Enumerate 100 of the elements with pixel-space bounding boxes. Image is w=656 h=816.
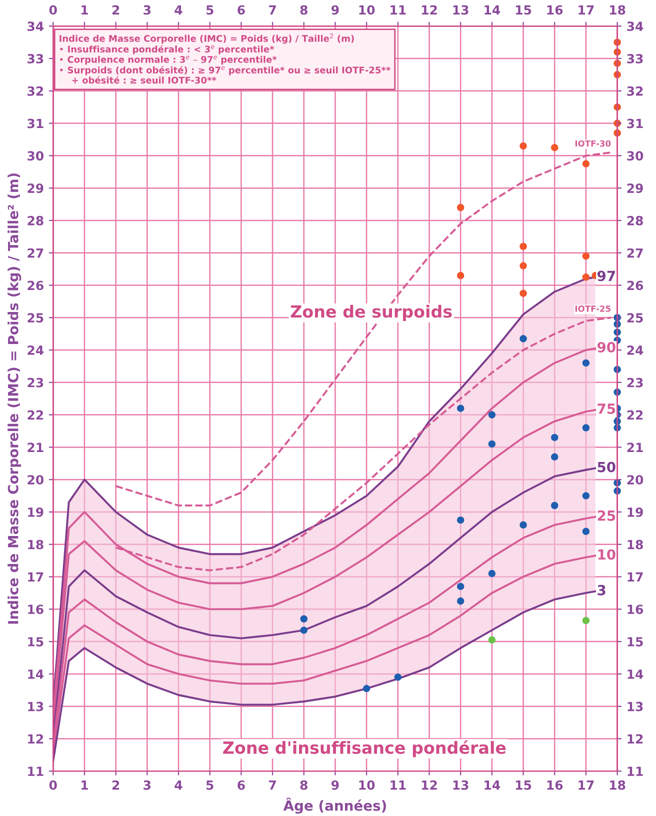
x-tick-label: 14 [484, 780, 500, 790]
y2-tick-label: 31 [627, 118, 643, 128]
x2-tick-label: 3 [144, 5, 151, 15]
y-tick-label: 15 [28, 637, 44, 646]
text: Indice de Masse Corporelle (IMC) = Poids (kg) / Taille$^{2}$ (m) • Insuffisance pondérale : < 3$^{e}$ percentile* • Corpulence normale : 3$^{e}$ – 97$^{e}$ percentile* • Surpoids (dont obésité) : ≥ 97$^{e}$ percentile* ou ≥ seuil IOTF-25** + obésité : ≥ seuil IOTF-30** [60, 34, 390, 84]
y-tick-label: 21 [28, 442, 44, 452]
y2-tick-label: 19 [628, 507, 643, 517]
y2-tick-label: 25 [627, 313, 643, 323]
y2-tick-label: 22 [627, 410, 643, 420]
x-tick-label: 5 [206, 780, 214, 790]
x-tick-label: 7 [269, 780, 276, 790]
series-label: 97 [597, 270, 615, 282]
y2-tick-label: 12 [628, 734, 643, 744]
y-tick-label: 23 [28, 378, 44, 388]
y2-tick-label: 26 [627, 280, 644, 290]
x-tick-label: 17 [578, 780, 594, 790]
annotation: Zone de surpoids [290, 304, 452, 322]
x-tick-label: 3 [144, 780, 151, 790]
y2-tick-label: 18 [628, 540, 643, 550]
y2-tick-label: 32 [627, 86, 643, 96]
x2-tick-label: 13 [453, 5, 468, 15]
x2-tick-label: 10 [359, 5, 375, 15]
series-label: IOTF-30 [575, 140, 611, 147]
x2-tick-label: 15 [516, 5, 532, 15]
x2-tick-label: 5 [206, 5, 214, 15]
y2-tick-label: 15 [628, 637, 643, 646]
y-tick-label: 13 [28, 702, 44, 712]
x2-tick-label: 11 [390, 5, 406, 14]
x-tick-label: 2 [112, 780, 120, 790]
y-tick-label: 28 [28, 216, 44, 226]
y2-tick-label: 23 [627, 378, 643, 388]
y-tick-label: 22 [28, 410, 44, 420]
y2-tick-label: 33 [627, 54, 643, 64]
annotation: Zone d'insuffisance pondérale [223, 740, 506, 758]
y-tick-label: 11 [28, 766, 44, 776]
y-tick-label: 30 [28, 151, 44, 161]
x-tick-label: 11 [390, 780, 406, 790]
series-label: 25 [598, 510, 616, 521]
y-tick-label: 20 [28, 475, 44, 485]
x-tick-label: 12 [422, 780, 437, 790]
x-tick-label: 1 [82, 780, 88, 790]
y2-tick-label: 17 [628, 572, 643, 582]
y2-tick-label: 20 [627, 475, 644, 485]
y2-tick-label: 14 [628, 670, 644, 679]
y-tick-label: 12 [28, 734, 44, 744]
y2-tick-label: 13 [628, 702, 643, 712]
series-label: 10 [598, 549, 616, 560]
y-tick-label: 27 [28, 248, 44, 258]
y-tick-label: 19 [28, 507, 44, 517]
x2-tick-label: 6 [238, 5, 245, 15]
x-tick-label: 8 [300, 780, 308, 790]
x2-tick-label: 4 [174, 5, 182, 14]
y-tick-label: 16 [28, 604, 44, 614]
x2-tick-label: 2 [112, 5, 120, 14]
y-tick-label: 18 [28, 540, 44, 550]
series-label: IOTF-25 [575, 306, 610, 312]
x-tick-label: 6 [238, 780, 245, 790]
series-label: 75 [598, 404, 616, 414]
y-tick-label: 14 [28, 670, 44, 679]
y-tick-label: 25 [28, 313, 44, 323]
x2-tick-label: 8 [300, 5, 308, 15]
y-tick-label: 17 [28, 572, 44, 582]
x2-tick-label: 0 [49, 5, 57, 15]
series-label: 50 [598, 462, 616, 472]
x-tick-label: 10 [359, 780, 375, 790]
x2-tick-label: 18 [610, 5, 626, 15]
y2-tick-label: 29 [627, 184, 643, 193]
x2-tick-label: 16 [547, 5, 563, 15]
x-axis-title: Âge (années) [283, 798, 386, 814]
x2-tick-label: 7 [269, 5, 276, 14]
y2-tick-label: 27 [627, 248, 643, 258]
y-tick-label: 32 [28, 86, 44, 96]
x2-tick-label: 17 [578, 5, 594, 14]
y-tick-label: 29 [28, 184, 44, 193]
y-tick-label: 24 [28, 346, 44, 355]
y-tick-label: 34 [28, 22, 44, 32]
x2-tick-label: 14 [484, 5, 500, 14]
y-axis-title: Indice de Masse Corporelle (IMC) = Poids (kg) / Taille² (m) [8, 173, 22, 624]
x2-tick-label: 1 [82, 5, 88, 14]
y2-tick-label: 28 [627, 216, 643, 226]
y2-tick-label: 24 [627, 346, 644, 355]
x-tick-label: 4 [174, 780, 182, 790]
y-tick-label: 33 [28, 54, 44, 64]
y2-tick-label: 30 [627, 151, 644, 161]
x-tick-label: 0 [49, 780, 57, 790]
y2-tick-label: 34 [627, 22, 644, 32]
series-label: 90 [597, 342, 616, 352]
x-tick-label: 9 [332, 780, 339, 790]
x2-tick-label: 9 [332, 5, 339, 15]
x-tick-label: 15 [516, 780, 532, 790]
x-tick-label: 13 [453, 780, 468, 790]
series-label: 3 [598, 584, 606, 596]
x-tick-label: 18 [610, 780, 626, 790]
y-tick-label: 31 [28, 118, 44, 128]
x-tick-label: 16 [547, 780, 563, 790]
y2-tick-label: 16 [628, 604, 644, 614]
y2-tick-label: 11 [628, 766, 643, 776]
x2-tick-label: 12 [422, 5, 437, 14]
y2-tick-label: 21 [627, 442, 643, 452]
y-tick-label: 26 [28, 280, 44, 290]
